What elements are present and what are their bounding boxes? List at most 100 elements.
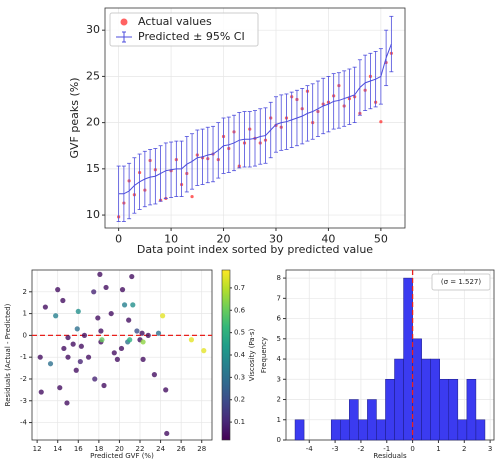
scatter-point — [163, 387, 169, 393]
actual-point — [379, 120, 383, 124]
scatter-point — [111, 350, 117, 356]
y-tick-label: -3 — [20, 397, 27, 405]
scatter-point — [160, 313, 166, 319]
x-tick-label: 1 — [436, 445, 440, 453]
x-axis-label: Predicted GVF (%) — [90, 452, 154, 460]
scatter-point — [97, 271, 103, 277]
x-tick-label: 40 — [321, 233, 335, 246]
histogram-bar — [475, 419, 486, 441]
scatter-point — [92, 376, 98, 382]
y-tick-label: 1 — [23, 310, 27, 318]
histogram-bar — [367, 399, 377, 441]
x-tick-label: 2 — [462, 445, 466, 453]
y-tick-label: -4 — [20, 419, 28, 427]
histogram-bar — [466, 379, 477, 441]
y-axis-label: Residuals (Actual - Predicted) — [4, 303, 12, 406]
x-tick-label: 3 — [488, 445, 492, 453]
x-tick-label: 20 — [115, 445, 124, 453]
scatter-point — [118, 345, 125, 352]
scatter-point — [188, 337, 195, 343]
scatter-point — [37, 354, 43, 360]
scatter-point — [95, 315, 101, 321]
y-tick-label: -2 — [20, 375, 27, 383]
scatter-point — [64, 400, 70, 406]
legend-label: Predicted ± 95% CI — [138, 30, 245, 43]
y-tick-label: 10 — [86, 208, 100, 221]
scatter-point — [98, 328, 104, 334]
histogram-bar — [330, 419, 341, 441]
scatter-point — [140, 356, 146, 362]
x-tick-label: 14 — [53, 445, 62, 453]
x-tick-label: -2 — [357, 445, 364, 453]
y-tick-label: 1 — [277, 416, 281, 424]
histogram-bar — [349, 399, 359, 441]
scatter-point — [145, 332, 151, 338]
scatter-point — [99, 337, 105, 343]
histogram-bar — [358, 419, 368, 441]
histogram-bar — [394, 358, 404, 441]
x-tick-label: -4 — [306, 445, 314, 453]
legend-marker — [120, 18, 128, 26]
colorbar — [221, 269, 231, 441]
scatter-point — [114, 356, 120, 362]
x-tick-label: 18 — [94, 445, 103, 453]
scatter-point — [65, 334, 71, 341]
histogram-bar — [421, 358, 431, 441]
scatter-point — [126, 317, 132, 323]
scatter-point — [78, 343, 84, 349]
histogram-bar — [294, 419, 305, 441]
histogram-bar — [430, 358, 440, 441]
histogram-bar — [448, 379, 459, 441]
y-tick-label: 0 — [277, 436, 281, 444]
x-tick-label: -3 — [332, 445, 339, 453]
x-tick-label: 26 — [177, 445, 186, 453]
scatter-point — [55, 287, 61, 293]
x-tick-label: 20 — [217, 233, 231, 246]
y-tick-label: 30 — [86, 23, 100, 36]
scatter-point — [201, 348, 207, 354]
scatter-point — [140, 339, 146, 345]
colorbar-tick-label: 0.5 — [234, 329, 245, 337]
scatter-point — [155, 330, 162, 336]
scatter-point — [42, 304, 48, 310]
histogram-bar — [385, 379, 395, 441]
colorbar-tick-label: 0.3 — [234, 373, 245, 381]
plot-frame — [104, 7, 406, 229]
scatter-point — [134, 328, 140, 334]
scatter-point — [103, 284, 109, 291]
scatter-point — [151, 372, 157, 378]
x-tick-label: 10 — [164, 233, 178, 246]
y-tick-label: 4 — [277, 355, 282, 363]
y-tick-label: 25 — [86, 69, 100, 82]
scatter-point — [57, 385, 63, 391]
y-tick-label: 6 — [277, 315, 282, 323]
x-tick-label: 0 — [115, 233, 122, 246]
scatter-point — [47, 361, 54, 367]
x-axis-label: Data point index sorted by predicted val… — [137, 243, 373, 256]
scatter-point — [65, 354, 71, 360]
y-tick-label: 7 — [277, 294, 281, 302]
scatter-point — [91, 289, 97, 295]
scatter-point — [164, 430, 170, 437]
x-tick-label: 12 — [33, 445, 42, 453]
colorbar-tick-label: 0.6 — [234, 306, 246, 314]
colorbar-label: Viscosity (Pa·s) — [248, 328, 256, 381]
actual-point — [190, 194, 194, 199]
y-tick-label: 8 — [277, 274, 281, 282]
x-tick-label: 0 — [410, 445, 414, 453]
scatter-point — [85, 354, 92, 360]
x-axis-label: Residuals — [373, 452, 407, 460]
scatter-point — [61, 345, 67, 352]
colorbar-tick-label: 0.7 — [234, 284, 245, 292]
y-tick-label: 0 — [23, 331, 27, 339]
legend-label: Actual values — [138, 15, 212, 28]
scatter-point — [119, 287, 126, 293]
plot-frame — [31, 269, 213, 441]
y-tick-label: 15 — [86, 162, 100, 175]
y-tick-label: 5 — [277, 335, 281, 343]
histogram-bar — [340, 419, 350, 441]
scatter-point — [129, 273, 135, 280]
x-tick-label: 24 — [156, 445, 165, 453]
histogram-bar — [439, 379, 450, 441]
